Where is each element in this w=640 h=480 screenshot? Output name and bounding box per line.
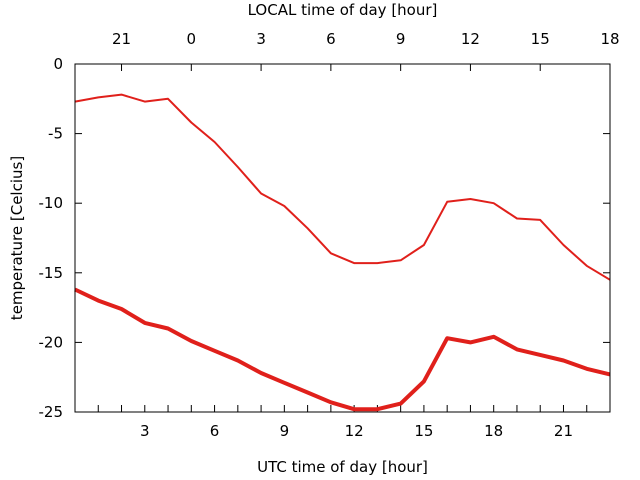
top-tick-label: 15 bbox=[531, 30, 550, 48]
series-layer bbox=[74, 93, 611, 412]
top-tick-label: 21 bbox=[112, 30, 131, 48]
top-tick-label: 18 bbox=[600, 30, 619, 48]
ticks-layer bbox=[75, 64, 610, 412]
top-tick-label: 3 bbox=[256, 30, 266, 48]
top-axis-title: LOCAL time of day [hour] bbox=[248, 1, 438, 19]
y-tick-label: -25 bbox=[39, 403, 64, 421]
y-tick-label: -10 bbox=[39, 194, 64, 212]
x-tick-label: 6 bbox=[210, 422, 220, 440]
x-tick-label: 18 bbox=[484, 422, 503, 440]
y-tick-label: -5 bbox=[48, 125, 63, 143]
x-axis-title: UTC time of day [hour] bbox=[257, 458, 428, 476]
series-line-2 bbox=[74, 287, 611, 412]
y-tick-label: -20 bbox=[39, 333, 64, 351]
x-tick-label: 3 bbox=[140, 422, 150, 440]
labels-layer: 3 6 9 12 15 18 21 21 0 3 6 9 12 15 18 0 -5 -10 -15 -20 -25 bbox=[39, 30, 620, 440]
top-tick-label: 6 bbox=[326, 30, 336, 48]
y-axis-title: temperature [Celcius] bbox=[8, 156, 26, 320]
x-tick-label: 15 bbox=[414, 422, 433, 440]
y-tick-label: -15 bbox=[39, 264, 64, 282]
series-line-1 bbox=[74, 93, 611, 281]
x-tick-label: 21 bbox=[554, 422, 573, 440]
x-tick-label: 12 bbox=[345, 422, 364, 440]
top-tick-label: 9 bbox=[396, 30, 406, 48]
top-tick-label: 0 bbox=[187, 30, 197, 48]
top-tick-label: 12 bbox=[461, 30, 480, 48]
plot-frame bbox=[74, 63, 611, 413]
x-tick-label: 9 bbox=[280, 422, 290, 440]
y-tick-label: 0 bbox=[53, 55, 63, 73]
